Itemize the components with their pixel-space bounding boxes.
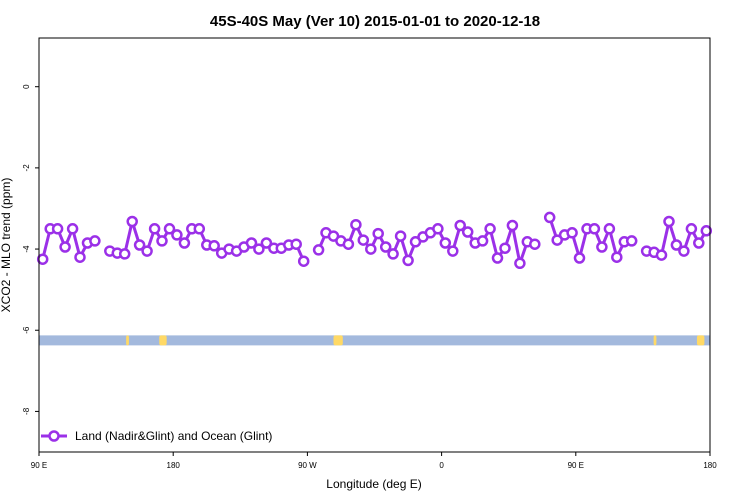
data-point	[402, 254, 414, 267]
data-point	[171, 229, 183, 241]
plot-area	[38, 37, 711, 453]
data-point	[141, 245, 153, 257]
ocean-strip	[39, 335, 710, 346]
y-axis: 0 -2 -4 -6 -8	[22, 84, 39, 415]
data-point	[394, 230, 407, 242]
data-point	[663, 215, 675, 228]
data-point	[126, 215, 138, 228]
data-point	[208, 240, 220, 252]
data-point	[260, 237, 273, 249]
data-point	[148, 223, 161, 235]
legend-marker	[48, 430, 60, 442]
data-point	[566, 227, 578, 239]
data-point	[625, 235, 638, 247]
data-point	[588, 223, 601, 235]
data-point	[655, 249, 668, 261]
data-point	[685, 223, 698, 235]
data-point	[253, 243, 265, 255]
data-point	[342, 238, 355, 250]
data-point	[379, 241, 392, 253]
data-point	[439, 237, 452, 249]
data-point	[476, 235, 489, 247]
data-point	[543, 211, 556, 224]
data-point	[603, 223, 616, 235]
data-point	[387, 248, 399, 260]
land-segment-4	[696, 335, 705, 346]
data-point	[118, 248, 131, 260]
land-segment-0	[126, 335, 129, 346]
data-point	[454, 219, 466, 232]
data-point	[178, 237, 191, 249]
data-point	[357, 234, 370, 246]
x-tick-label: 180	[703, 461, 717, 470]
data-point	[156, 235, 168, 247]
x-axis-label: Longitude (deg E)	[326, 477, 421, 491]
x-tick-label: 90 W	[298, 461, 317, 470]
data-point	[678, 245, 690, 257]
x-tick-label: 0	[439, 461, 444, 470]
data-point	[245, 237, 258, 249]
data-point	[551, 234, 563, 246]
data-point	[372, 227, 384, 240]
land-segment-2	[333, 335, 343, 346]
data-point	[432, 223, 444, 235]
data-point	[290, 238, 302, 250]
x-tick-label: 90 E	[568, 461, 584, 470]
data-point	[596, 241, 608, 253]
y-tick-label: -6	[22, 326, 31, 334]
data-point	[297, 255, 310, 267]
series-layer	[36, 211, 713, 270]
data-point	[51, 223, 64, 235]
data-point	[133, 239, 146, 251]
data-point	[573, 252, 586, 264]
chart-title: 45S-40S May (Ver 10) 2015-01-01 to 2020-…	[210, 13, 540, 30]
data-point	[163, 223, 176, 235]
y-tick-label: 0	[22, 84, 31, 89]
surface-strip	[39, 335, 710, 346]
x-tick-label: 180	[167, 461, 181, 470]
data-point	[59, 241, 71, 253]
data-point	[611, 251, 623, 263]
data-point	[447, 245, 459, 257]
data-point	[193, 223, 206, 235]
land-segment-3	[653, 335, 657, 346]
data-point	[693, 237, 705, 249]
data-point	[89, 235, 101, 247]
data-point	[350, 218, 362, 231]
data-point	[484, 223, 496, 235]
data-point	[66, 223, 79, 235]
x-axis: 90 E 180 90 W 0 90 E 180	[31, 452, 717, 470]
data-point	[670, 239, 683, 251]
data-point	[529, 238, 541, 250]
data-point	[365, 243, 377, 255]
data-point	[36, 253, 49, 265]
x-tick-label: 90 E	[31, 461, 47, 470]
data-point	[461, 226, 474, 238]
data-point	[499, 242, 511, 254]
land-segment-1	[159, 335, 167, 346]
data-point	[700, 225, 713, 237]
data-point	[506, 219, 519, 232]
legend: Land (Nadir&Glint) and Ocean (Glint)	[41, 429, 272, 443]
legend-entry-label: Land (Nadir&Glint) and Ocean (Glint)	[75, 429, 272, 443]
y-tick-label: -2	[22, 164, 31, 172]
y-axis-label: XCO2 - MLO trend (ppm)	[0, 178, 13, 313]
data-point	[514, 257, 526, 270]
data-point	[74, 251, 86, 263]
data-point	[312, 244, 325, 256]
y-tick-label: -4	[22, 245, 31, 253]
y-tick-label: -8	[22, 407, 31, 415]
data-point	[491, 252, 504, 264]
